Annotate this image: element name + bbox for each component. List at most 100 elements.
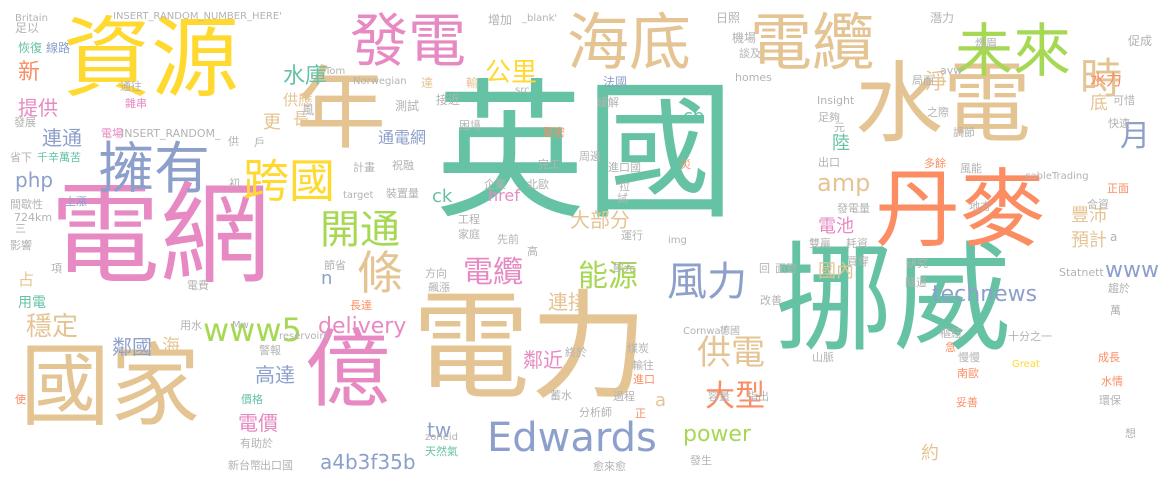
word-w069: Britain	[15, 13, 48, 24]
word-w096: 燃眉	[975, 37, 997, 50]
word-w128: 拉	[619, 180, 630, 193]
word-w029: 鄰國	[112, 335, 152, 359]
word-w070: INSERT_RANDOM_NUMBER_HERE'	[113, 11, 282, 22]
word-w086: 接近	[436, 93, 461, 107]
word-w163: 德國	[720, 326, 740, 337]
word-w171: 煤炭	[627, 342, 649, 355]
word-w068: 海	[162, 336, 180, 357]
word-w099: Insight	[817, 94, 855, 107]
word-w001: 英國	[435, 66, 736, 240]
word-w129: 試	[617, 192, 628, 205]
word-w167: reservoirs	[279, 331, 329, 342]
word-w023: 供電	[697, 333, 765, 373]
word-w157: 長達	[350, 299, 372, 312]
word-w152: 研究	[906, 257, 928, 270]
word-w009: 國家	[20, 334, 200, 439]
word-w081: Tom	[325, 66, 346, 77]
word-w049: href	[488, 186, 520, 205]
word-w131: 間歇性	[10, 198, 43, 211]
word-w097: 機場	[732, 31, 757, 45]
word-w189: 蓄水	[550, 389, 572, 402]
word-w175: 慢慢	[958, 351, 980, 364]
word-w065: n	[321, 268, 333, 289]
word-w174: 急	[945, 341, 956, 354]
word-w161: 改善	[760, 294, 782, 307]
word-w050: ck	[432, 186, 453, 207]
word-w002: 挪威	[775, 230, 1012, 368]
word-w043: 大部分	[570, 208, 630, 232]
word-w098: 談及	[739, 47, 761, 60]
word-w114: 困境	[459, 119, 481, 132]
word-w046: 電池	[818, 216, 854, 237]
word-w054: 提供	[18, 96, 58, 120]
word-w012: 電纜	[750, 6, 875, 79]
word-w149: 高	[527, 245, 538, 258]
word-w021: Edwards	[487, 415, 657, 461]
word-w134: 工程	[458, 213, 480, 226]
word-w036: tw	[427, 418, 452, 442]
word-w040: 電價	[238, 411, 278, 435]
word-w155: 趨於	[1108, 282, 1130, 295]
word-w141: 正面	[1107, 182, 1129, 195]
word-w136: 發電量	[837, 202, 870, 215]
word-w061: 底	[1090, 93, 1108, 114]
word-w090: 風	[302, 103, 315, 117]
word-w003: 電力	[412, 278, 649, 416]
word-w047: 國內	[818, 261, 854, 282]
word-w150: 運行	[621, 229, 643, 242]
word-w165: Mw	[232, 320, 249, 331]
word-w053: 連通	[42, 126, 82, 150]
word-w044: 預計	[1071, 230, 1107, 251]
word-w051: cb	[683, 106, 705, 127]
word-w107: 戶	[254, 136, 265, 149]
word-w064: a	[655, 390, 667, 411]
word-w018: 條	[357, 246, 403, 300]
word-w100: 足夠	[818, 111, 840, 124]
word-w078: 通往	[120, 80, 142, 93]
word-w071: 增加	[488, 13, 513, 27]
word-w042: 連接	[548, 290, 588, 314]
word-w184: 妥善	[956, 396, 978, 409]
word-w037: power	[683, 422, 751, 447]
word-w192: 天然氣	[425, 445, 458, 458]
word-w170: 萬	[1110, 304, 1121, 317]
word-w039: 鄰近	[523, 348, 563, 372]
word-w104: 元	[834, 121, 845, 134]
word-w076: 恢復	[18, 41, 43, 55]
word-w067: 用電	[18, 295, 46, 311]
word-w198: 使	[15, 393, 26, 406]
word-w057: 長	[293, 109, 310, 128]
word-w132: 724km	[14, 211, 53, 224]
word-w191: 有助於	[240, 437, 273, 450]
word-w045: 豐沛	[1071, 205, 1107, 226]
word-w075: 足以	[15, 21, 40, 35]
word-w118: 進口國	[608, 161, 641, 174]
word-w106: INSERT_RANDOM_	[121, 127, 221, 140]
word-w028: 水庫	[283, 64, 328, 89]
word-w073: 日照	[716, 11, 741, 25]
word-w164: 樞紐	[940, 327, 962, 340]
word-w110: 千辛萬苦	[37, 151, 81, 164]
word-w020: 風力	[667, 259, 747, 305]
word-w059: 通電網	[378, 128, 427, 147]
word-w183: 指出	[747, 390, 769, 403]
word-w055: 新	[18, 60, 41, 85]
word-w091: homes	[735, 71, 772, 84]
word-w032: technews	[932, 282, 1038, 307]
word-w180: 輸往	[632, 359, 654, 372]
word-w080: 發展	[14, 116, 36, 129]
word-w148: 先前	[497, 233, 519, 246]
word-w056: 更	[263, 112, 281, 133]
word-w030: 穩定	[26, 312, 79, 342]
word-w145: 電費	[187, 279, 209, 292]
word-w048: 陸	[832, 133, 850, 154]
word-w087: src	[515, 85, 530, 96]
word-w014: 未來	[955, 17, 1072, 85]
word-w079: 雜串	[125, 97, 147, 110]
word-w058: 供應	[283, 91, 314, 109]
word-w093: 局面	[912, 74, 934, 87]
word-w166: 用水	[180, 319, 202, 332]
word-w005: 資源	[63, 7, 240, 110]
word-w024: 大型	[705, 379, 765, 414]
